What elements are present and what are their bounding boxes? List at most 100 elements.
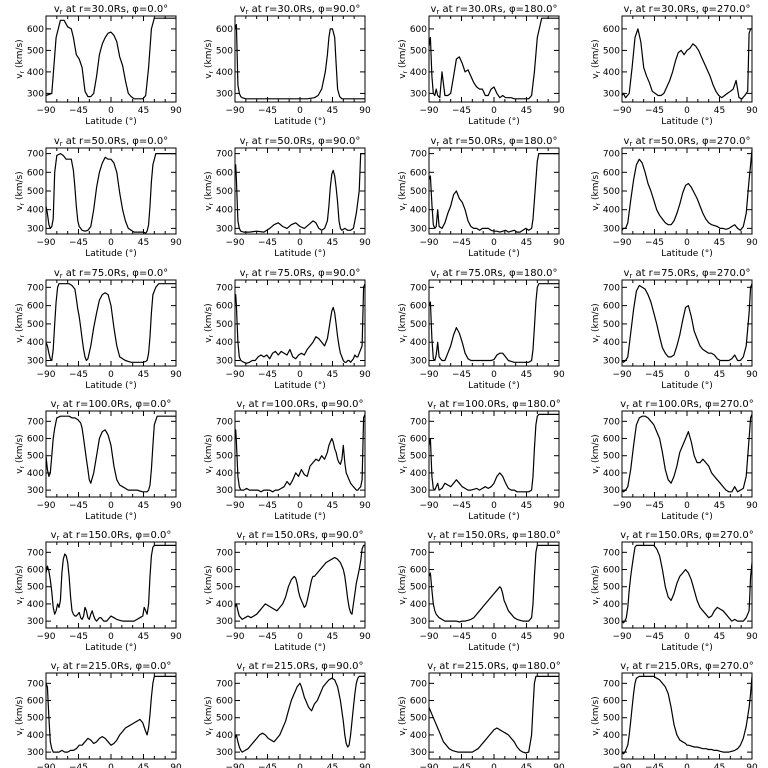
x-axis-label: Latitude (°) <box>274 117 325 127</box>
y-tick-label: 500 <box>27 583 44 593</box>
y-tick-label: 400 <box>27 338 44 348</box>
plot-frame <box>234 279 366 367</box>
x-tick-label: −90 <box>613 763 632 768</box>
y-tick-label: 700 <box>27 283 44 293</box>
series-line <box>621 28 752 100</box>
x-tick-label: 0 <box>108 106 114 116</box>
x-tick-label: 0 <box>108 632 114 642</box>
x-tick-label: 90 <box>359 763 371 768</box>
y-axis-label: vr (km/s) <box>15 696 26 735</box>
subplot: vr at r=75.0Rs, φ=90.0° −90 −45 0 45 90 300 400… <box>204 268 371 391</box>
x-tick-label: 0 <box>491 501 497 511</box>
y-tick-label: 400 <box>410 469 427 479</box>
y-tick-label: 500 <box>603 583 620 593</box>
x-tick-label: 90 <box>170 501 182 511</box>
x-tick-label: −90 <box>420 501 439 511</box>
x-axis-label: Latitude (°) <box>274 381 325 391</box>
x-tick-label: 90 <box>746 763 758 768</box>
x-tick-label: −90 <box>226 632 245 642</box>
y-tick-label: 400 <box>27 731 44 741</box>
y-tick-label: 600 <box>603 25 620 35</box>
x-tick-label: 45 <box>714 106 725 116</box>
x-tick-label: 90 <box>553 106 565 116</box>
y-tick-label: 700 <box>216 150 233 160</box>
subplot: vr at r=100.0Rs, φ=270.0° −90 −45 0 45 90 300 4… <box>591 399 758 522</box>
subplot-title: vr at r=75.0Rs, φ=0.0° <box>54 268 168 280</box>
y-tick-label: 300 <box>603 89 620 99</box>
plot-frame <box>621 672 753 760</box>
series-line <box>45 544 176 622</box>
y-tick-label: 600 <box>216 697 233 707</box>
subplot-title: vr at r=215.0Rs, φ=180.0° <box>427 661 560 673</box>
x-tick-label: −90 <box>420 632 439 642</box>
y-tick-label: 600 <box>216 302 233 312</box>
plot-frame <box>234 147 366 235</box>
x-tick-label: 45 <box>327 763 338 768</box>
series-line <box>45 415 176 493</box>
x-tick-label: 45 <box>521 370 532 380</box>
y-tick-label: 500 <box>410 452 427 462</box>
x-tick-label: 0 <box>491 763 497 768</box>
y-tick-label: 400 <box>603 68 620 78</box>
x-tick-label: 0 <box>491 632 497 642</box>
y-tick-label: 500 <box>216 714 233 724</box>
x-tick-label: 0 <box>684 763 690 768</box>
subplot: vr at r=30.0Rs, φ=0.0° −90 −45 0 45 90 300 400 5… <box>15 4 182 127</box>
y-axis-label: vr (km/s) <box>398 303 409 342</box>
x-tick-label: 45 <box>138 238 149 248</box>
subplot-title: vr at r=100.0Rs, φ=90.0° <box>236 399 363 411</box>
x-tick-label: 90 <box>553 632 565 642</box>
x-tick-label: 90 <box>359 501 371 511</box>
y-tick-label: 600 <box>216 168 233 178</box>
x-tick-label: −45 <box>69 632 88 642</box>
subplot-title: vr at r=215.0Rs, φ=90.0° <box>236 661 363 673</box>
x-tick-label: 0 <box>684 632 690 642</box>
y-axis-label: vr (km/s) <box>398 565 409 604</box>
y-axis-label: vr (km/s) <box>204 565 215 604</box>
x-tick-label: −90 <box>226 238 245 248</box>
x-tick-label: 45 <box>138 370 149 380</box>
x-axis-label: Latitude (°) <box>661 512 712 522</box>
y-tick-label: 300 <box>410 357 427 367</box>
x-tick-label: −45 <box>452 106 471 116</box>
subplot: vr at r=150.0Rs, φ=270.0° −90 −45 0 45 90 300 4… <box>591 530 758 653</box>
plot-frame <box>621 279 753 367</box>
x-axis-label: Latitude (°) <box>468 512 519 522</box>
x-tick-label: 45 <box>138 763 149 768</box>
x-tick-label: 0 <box>297 370 303 380</box>
y-tick-label: 400 <box>603 600 620 610</box>
plot-frame <box>45 147 177 235</box>
y-tick-label: 600 <box>410 566 427 576</box>
series-line <box>428 283 559 363</box>
x-tick-label: 45 <box>327 238 338 248</box>
x-axis-label: Latitude (°) <box>85 249 136 259</box>
x-tick-label: −45 <box>645 106 664 116</box>
y-tick-label: 300 <box>27 89 44 99</box>
x-tick-label: −45 <box>69 501 88 511</box>
x-tick-label: −90 <box>420 763 439 768</box>
y-tick-label: 600 <box>603 566 620 576</box>
y-tick-label: 400 <box>216 600 233 610</box>
x-tick-label: 45 <box>327 106 338 116</box>
x-tick-label: 0 <box>297 501 303 511</box>
x-tick-label: 90 <box>746 632 758 642</box>
y-tick-label: 600 <box>603 168 620 178</box>
y-axis-label: vr (km/s) <box>591 303 602 342</box>
subplot: vr at r=100.0Rs, φ=180.0° −90 −45 0 45 90 300 4… <box>398 399 565 522</box>
x-tick-label: −45 <box>645 238 664 248</box>
x-tick-label: 0 <box>108 370 114 380</box>
y-tick-label: 300 <box>410 224 427 234</box>
y-tick-label: 700 <box>603 150 620 160</box>
y-tick-label: 700 <box>410 679 427 689</box>
y-tick-label: 700 <box>410 548 427 558</box>
x-tick-label: −90 <box>37 238 56 248</box>
plot-frame <box>45 672 177 760</box>
x-tick-label: 90 <box>553 238 565 248</box>
y-tick-label: 600 <box>27 168 44 178</box>
series-line <box>234 153 365 233</box>
x-axis-label: Latitude (°) <box>274 643 325 653</box>
plot-frame <box>428 541 560 629</box>
y-tick-label: 300 <box>216 89 233 99</box>
plot-frame <box>45 410 177 498</box>
